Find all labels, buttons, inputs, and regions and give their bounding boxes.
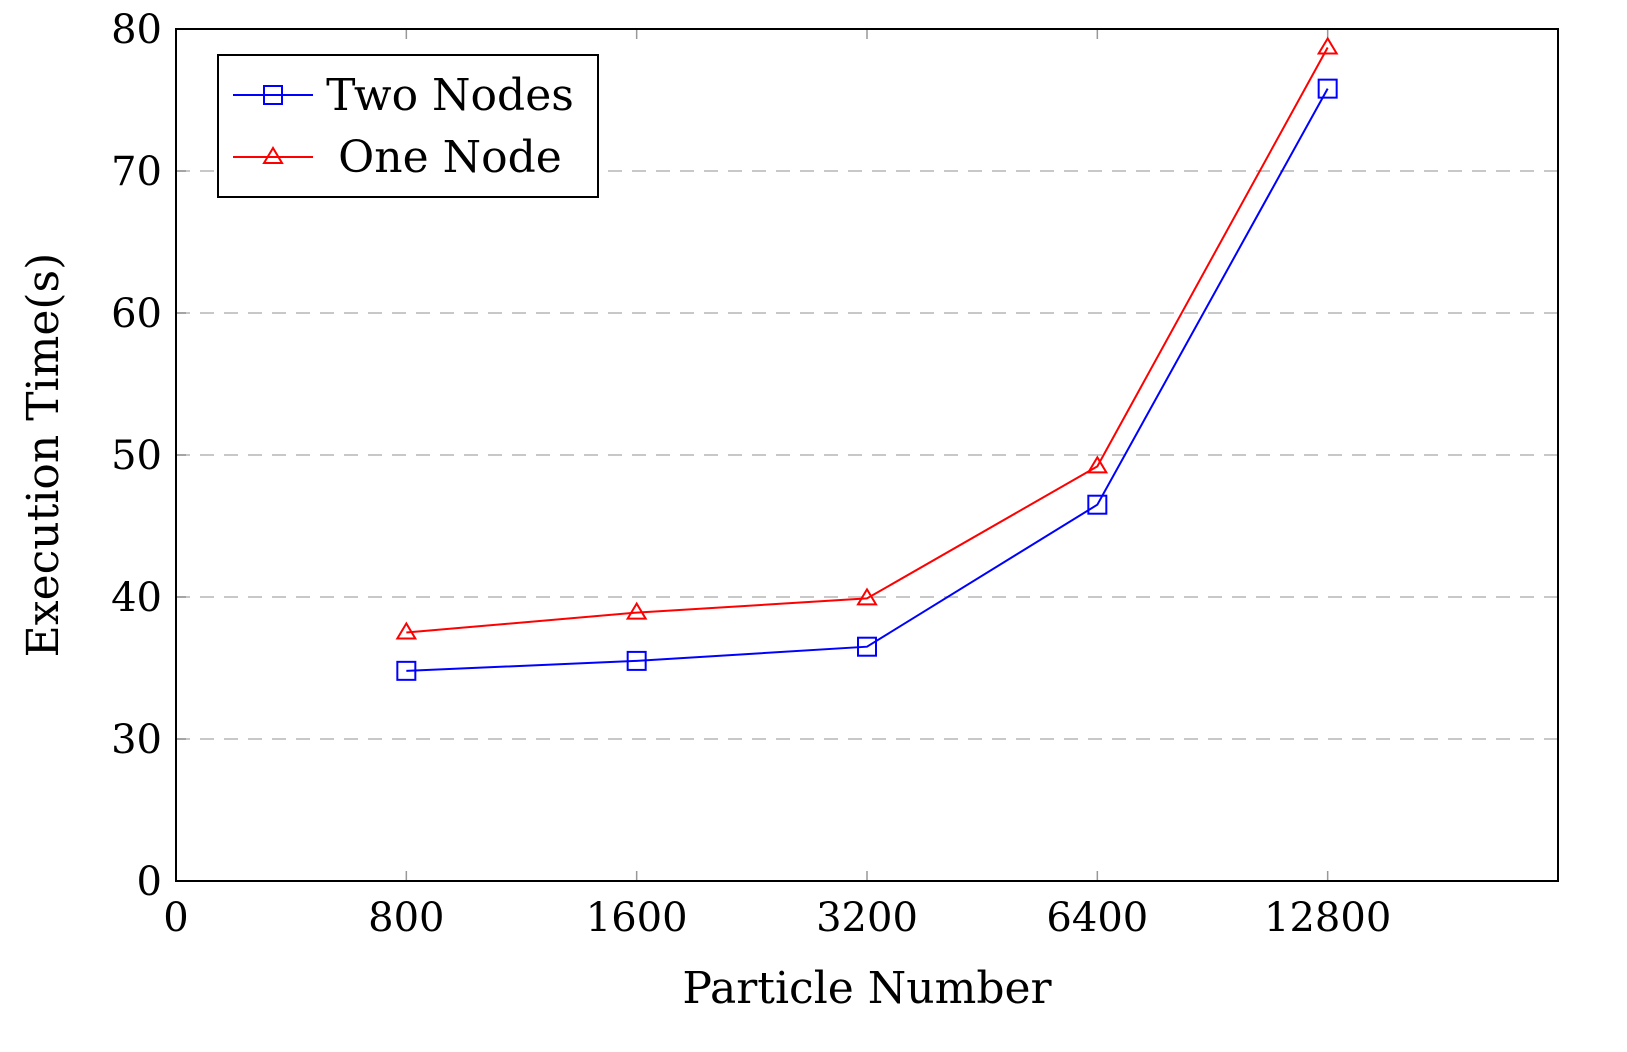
- legend-entry: Two Nodes: [233, 70, 574, 121]
- y-tick-labels: 0 30 40 50 60 70 80: [111, 7, 162, 905]
- y-axis-label: Execution Time(s): [18, 253, 69, 658]
- y-tick-label: 40: [111, 575, 162, 621]
- x-tick-label: 1600: [586, 895, 688, 941]
- x-axis-label: Particle Number: [682, 963, 1052, 1014]
- legend-label: One Node: [338, 132, 562, 183]
- legend-box: [217, 54, 599, 198]
- series-two-nodes: [396, 78, 1338, 681]
- x-tick-label: 12800: [1264, 895, 1391, 941]
- data-point-square: [1087, 494, 1108, 515]
- legend-label: Two Nodes: [326, 70, 574, 121]
- data-point-square: [263, 85, 283, 105]
- y-tick-label: 30: [111, 717, 162, 763]
- data-point-triangle: [625, 601, 648, 620]
- data-point-triangle: [1086, 455, 1109, 474]
- grid-lines: [176, 170, 1558, 740]
- data-point-triangle: [395, 621, 418, 640]
- series-line: [406, 46, 1329, 634]
- data-point-square: [396, 660, 417, 681]
- plot-frame: [175, 28, 1559, 882]
- tick-marks: [175, 28, 1329, 882]
- legend-entry: One Node: [233, 132, 562, 183]
- y-tick-label: 80: [111, 7, 162, 53]
- y-tick-label: 70: [111, 149, 162, 195]
- data-point-square: [626, 650, 647, 671]
- series-layer: [395, 36, 1339, 681]
- series-line: [406, 88, 1329, 672]
- data-point-square: [857, 636, 877, 657]
- y-tick-label: 60: [111, 291, 162, 337]
- x-tick-label: 6400: [1046, 895, 1148, 941]
- y-tick-label: 50: [111, 433, 162, 479]
- legend: Two Nodes One Node: [217, 54, 599, 198]
- x-tick-label: 0: [163, 895, 188, 941]
- x-tick-label: 3200: [816, 895, 918, 941]
- data-point-triangle: [262, 146, 284, 164]
- data-point-triangle: [1316, 36, 1339, 55]
- data-point-triangle: [856, 587, 878, 606]
- x-tick-labels: 0 800 1600 3200 6400 12800: [163, 895, 1391, 941]
- data-point-square: [1317, 78, 1338, 99]
- series-one-node: [395, 36, 1339, 640]
- y-tick-label: 0: [137, 859, 162, 905]
- x-tick-label: 800: [368, 895, 444, 941]
